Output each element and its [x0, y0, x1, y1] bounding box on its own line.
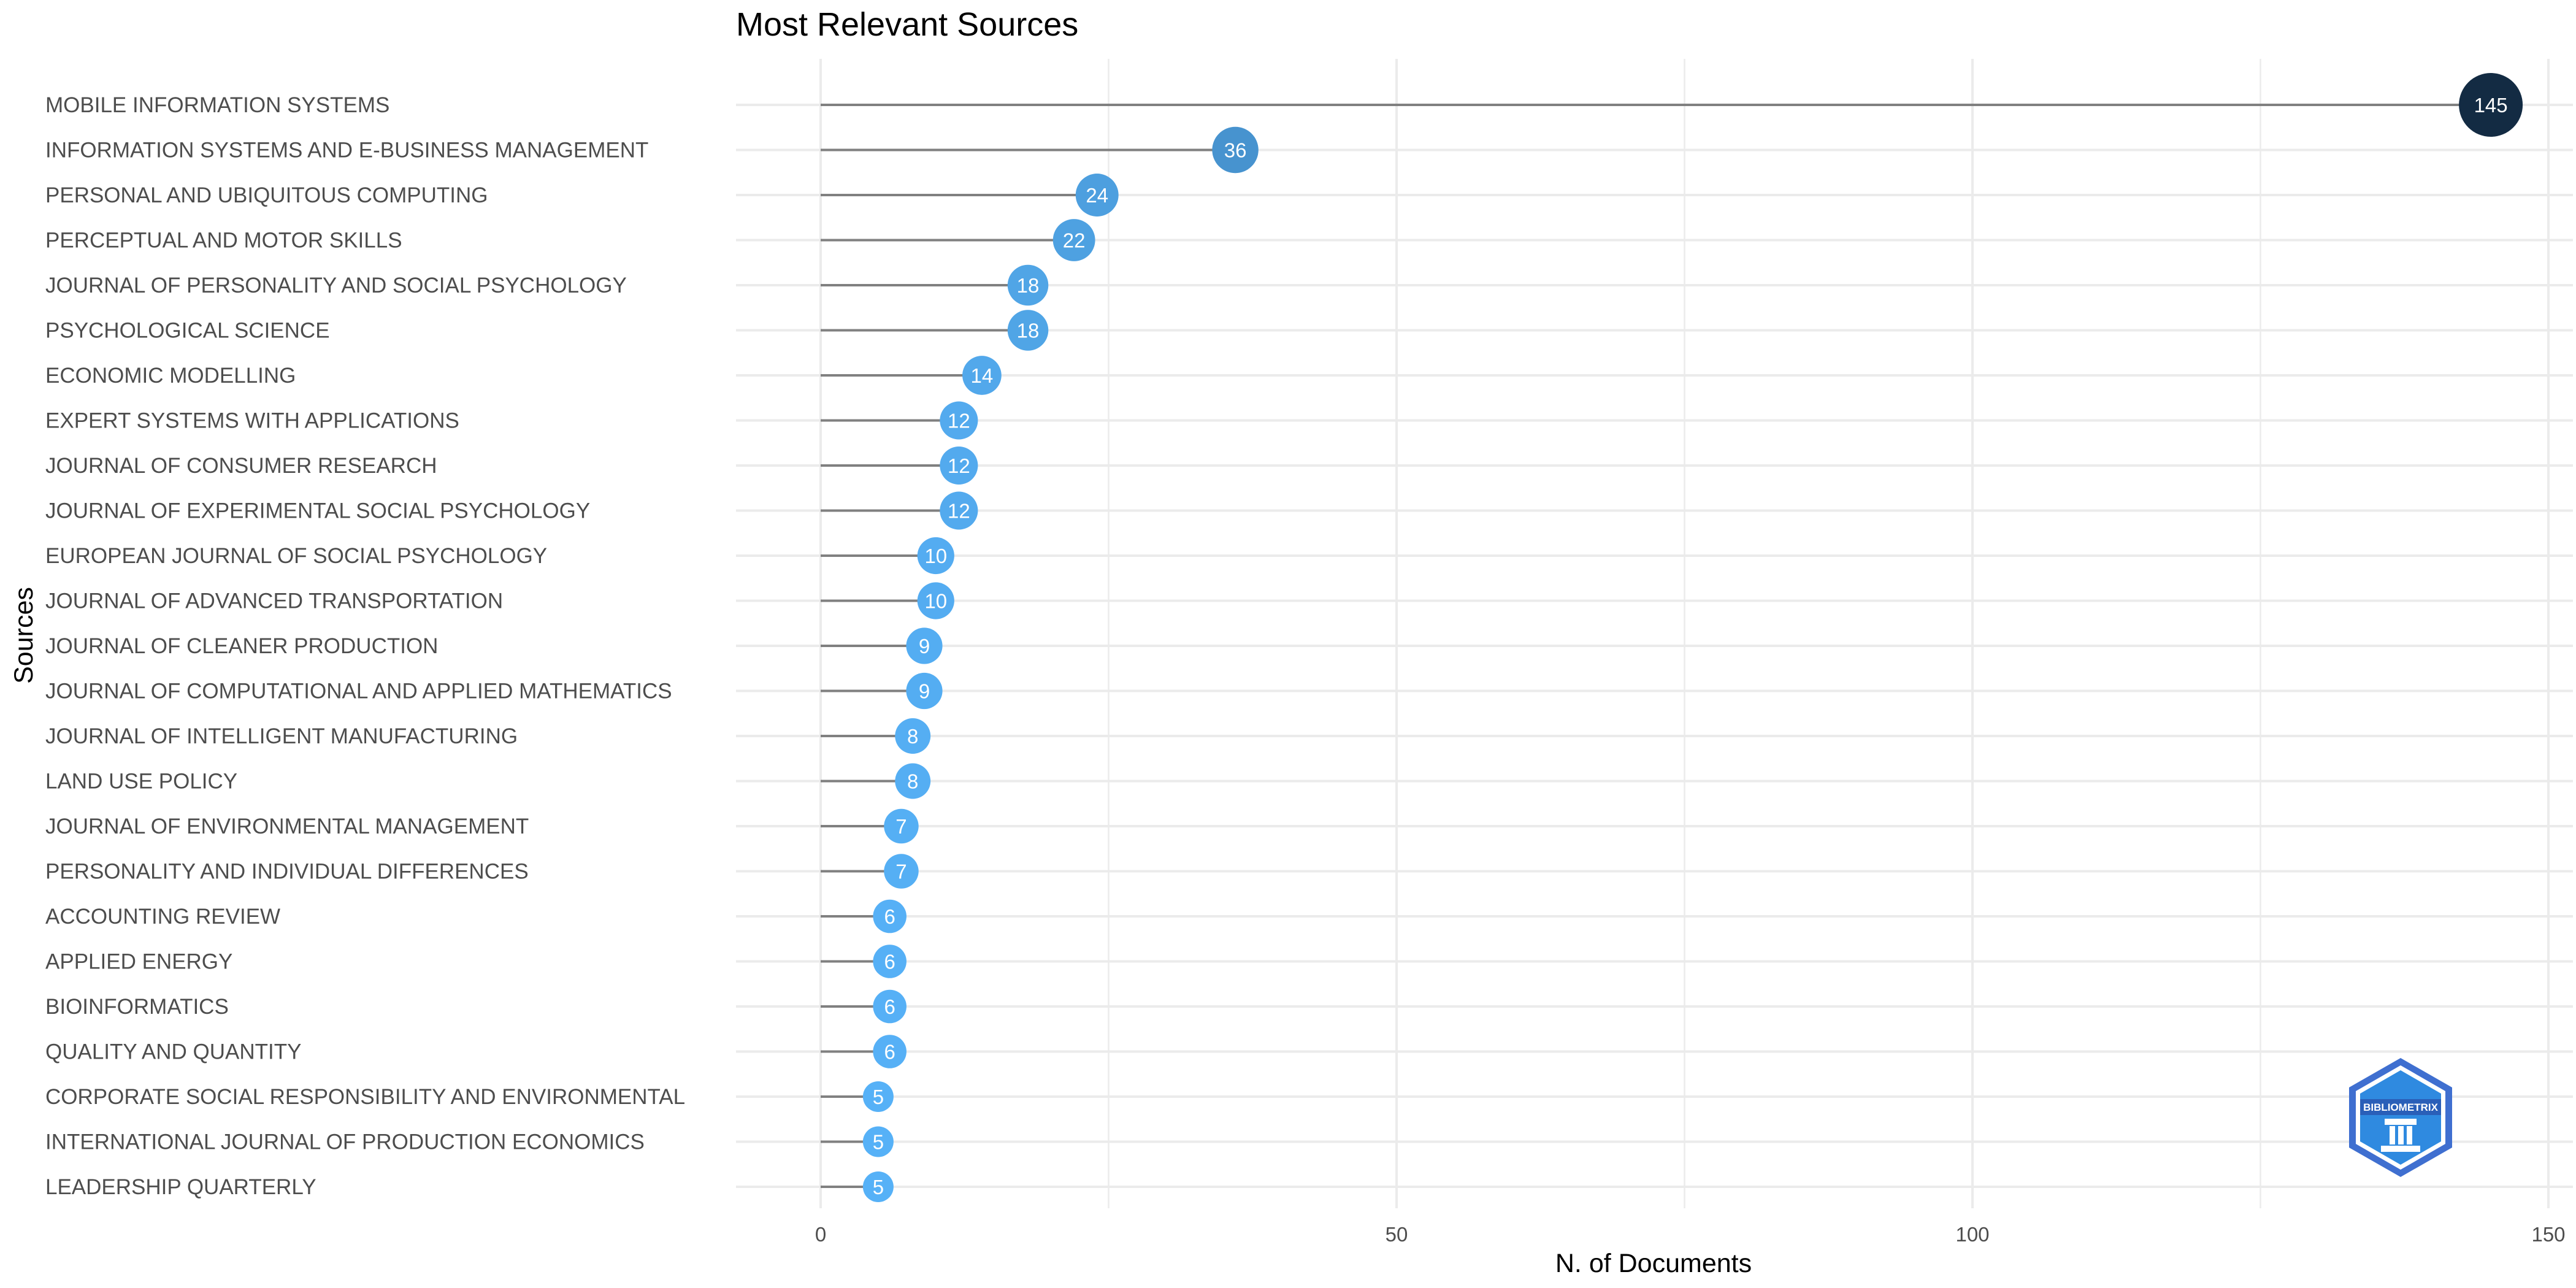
- data-label: 10: [924, 545, 947, 567]
- category-label: LAND USE POLICY: [45, 770, 237, 794]
- category-label: JOURNAL OF EXPERIMENTAL SOCIAL PSYCHOLOG…: [45, 499, 590, 523]
- chart-title: Most Relevant Sources: [736, 6, 1078, 43]
- category-label: ECONOMIC MODELLING: [45, 364, 296, 388]
- lollipop-dot: [895, 763, 931, 799]
- lollipop-dot: [906, 672, 943, 710]
- category-label: PERSONAL AND UBIQUITOUS COMPUTING: [45, 183, 488, 207]
- lollipop-dot: [862, 1126, 894, 1157]
- lollipop-dot: [940, 401, 978, 440]
- data-label: 36: [1224, 139, 1247, 162]
- x-tick-label: 50: [1386, 1223, 1408, 1246]
- x-tick-label: 100: [1955, 1223, 1989, 1246]
- lollipop-dot: [1007, 264, 1049, 306]
- data-label: 7: [895, 815, 907, 838]
- lollipop-dot: [1007, 310, 1049, 351]
- data-label: 8: [907, 770, 918, 793]
- lollipop-dot: [917, 582, 954, 619]
- data-label: 6: [884, 905, 895, 928]
- data-label: 6: [884, 951, 895, 973]
- data-label: 12: [948, 410, 970, 432]
- data-label: 14: [971, 364, 994, 387]
- data-label: 5: [873, 1176, 884, 1198]
- lollipop-dot: [962, 356, 1002, 395]
- category-label: JOURNAL OF ENVIRONMENTAL MANAGEMENT: [45, 815, 529, 838]
- logo-banner: [2360, 1099, 2441, 1115]
- data-label: 8: [907, 725, 918, 748]
- logo-hexagon-inner: [2360, 1070, 2441, 1165]
- lollipop-dot: [895, 718, 931, 754]
- lollipop-dot: [940, 491, 978, 530]
- logo-text: BIBLIOMETRIX: [2363, 1102, 2438, 1113]
- lollipop-dot: [862, 1081, 894, 1112]
- data-label: 12: [948, 500, 970, 523]
- grid-lines: [736, 59, 2573, 1208]
- category-label: PERCEPTUAL AND MOTOR SKILLS: [45, 229, 402, 253]
- x-tick-label: 150: [2531, 1223, 2565, 1246]
- lollipop-dot: [862, 1171, 894, 1202]
- category-label: LEADERSHIP QUARTERLY: [45, 1175, 316, 1199]
- category-label: PSYCHOLOGICAL SCIENCE: [45, 319, 330, 343]
- lollipop-dot: [873, 899, 907, 933]
- lollipop-dot: [1212, 126, 1259, 174]
- category-label: EXPERT SYSTEMS WITH APPLICATIONS: [45, 409, 459, 433]
- data-label: 18: [1017, 320, 1040, 342]
- lollipop-dot: [940, 446, 978, 485]
- data-label: 145: [2474, 94, 2508, 117]
- category-label: CORPORATE SOCIAL RESPONSIBILITY AND ENVI…: [45, 1085, 685, 1109]
- lollipop-dot: [884, 854, 919, 889]
- lollipop-dot: [884, 808, 919, 844]
- data-label: 6: [884, 995, 895, 1018]
- category-label: APPLIED ENERGY: [45, 950, 232, 974]
- lollipop-dot: [873, 945, 907, 978]
- category-label: EUROPEAN JOURNAL OF SOCIAL PSYCHOLOGY: [45, 544, 547, 568]
- category-label: PERSONALITY AND INDIVIDUAL DIFFERENCES: [45, 860, 529, 884]
- x-tick-label: 0: [815, 1223, 826, 1246]
- category-label: JOURNAL OF INTELLIGENT MANUFACTURING: [45, 724, 518, 748]
- category-labels: MOBILE INFORMATION SYSTEMS INFORMATION SY…: [45, 93, 685, 1199]
- data-label: 5: [873, 1086, 884, 1108]
- category-label: JOURNAL OF PERSONALITY AND SOCIAL PSYCHO…: [45, 274, 627, 297]
- category-label: QUALITY AND QUANTITY: [45, 1040, 302, 1064]
- category-label: ACCOUNTING REVIEW: [45, 905, 280, 929]
- x-tick-labels: 0 50 100 150: [815, 1223, 2566, 1246]
- category-label: JOURNAL OF CLEANER PRODUCTION: [45, 634, 438, 658]
- category-label: INTERNATIONAL JOURNAL OF PRODUCTION ECON…: [45, 1130, 645, 1154]
- x-axis-title: N. of Documents: [1555, 1249, 1752, 1278]
- category-label: BIOINFORMATICS: [45, 995, 229, 1019]
- lollipop-dot: [917, 537, 954, 575]
- lollipop-dot: [1075, 174, 1119, 217]
- data-label: 12: [948, 454, 970, 477]
- lollipop-dot: [873, 1035, 907, 1068]
- logo-building-icon: [2381, 1119, 2420, 1152]
- category-label: JOURNAL OF CONSUMER RESEARCH: [45, 454, 437, 478]
- lollipop-dot: [906, 627, 943, 664]
- y-axis-title: Sources: [9, 587, 39, 684]
- data-label: 7: [895, 861, 907, 883]
- category-label: JOURNAL OF ADVANCED TRANSPORTATION: [45, 589, 503, 613]
- bibliometrix-logo: BIBLIOMETRIX: [2349, 1058, 2452, 1177]
- category-label: INFORMATION SYSTEMS AND E-BUSINESS MANAG…: [45, 139, 648, 163]
- lollipop-dot: [2459, 73, 2523, 137]
- data-label: 9: [919, 680, 930, 703]
- data-label: 24: [1086, 184, 1108, 207]
- data-label: 10: [924, 590, 947, 613]
- data-label: 22: [1063, 229, 1086, 252]
- data-label: 9: [919, 635, 930, 657]
- lollipop-dot: [1052, 219, 1095, 261]
- data-label: 6: [884, 1041, 895, 1064]
- lollipop-dot: [873, 989, 907, 1024]
- data-label: 5: [873, 1131, 884, 1154]
- data-label: 18: [1017, 274, 1040, 297]
- category-label: MOBILE INFORMATION SYSTEMS: [45, 93, 389, 117]
- category-label: JOURNAL OF COMPUTATIONAL AND APPLIED MAT…: [45, 680, 672, 703]
